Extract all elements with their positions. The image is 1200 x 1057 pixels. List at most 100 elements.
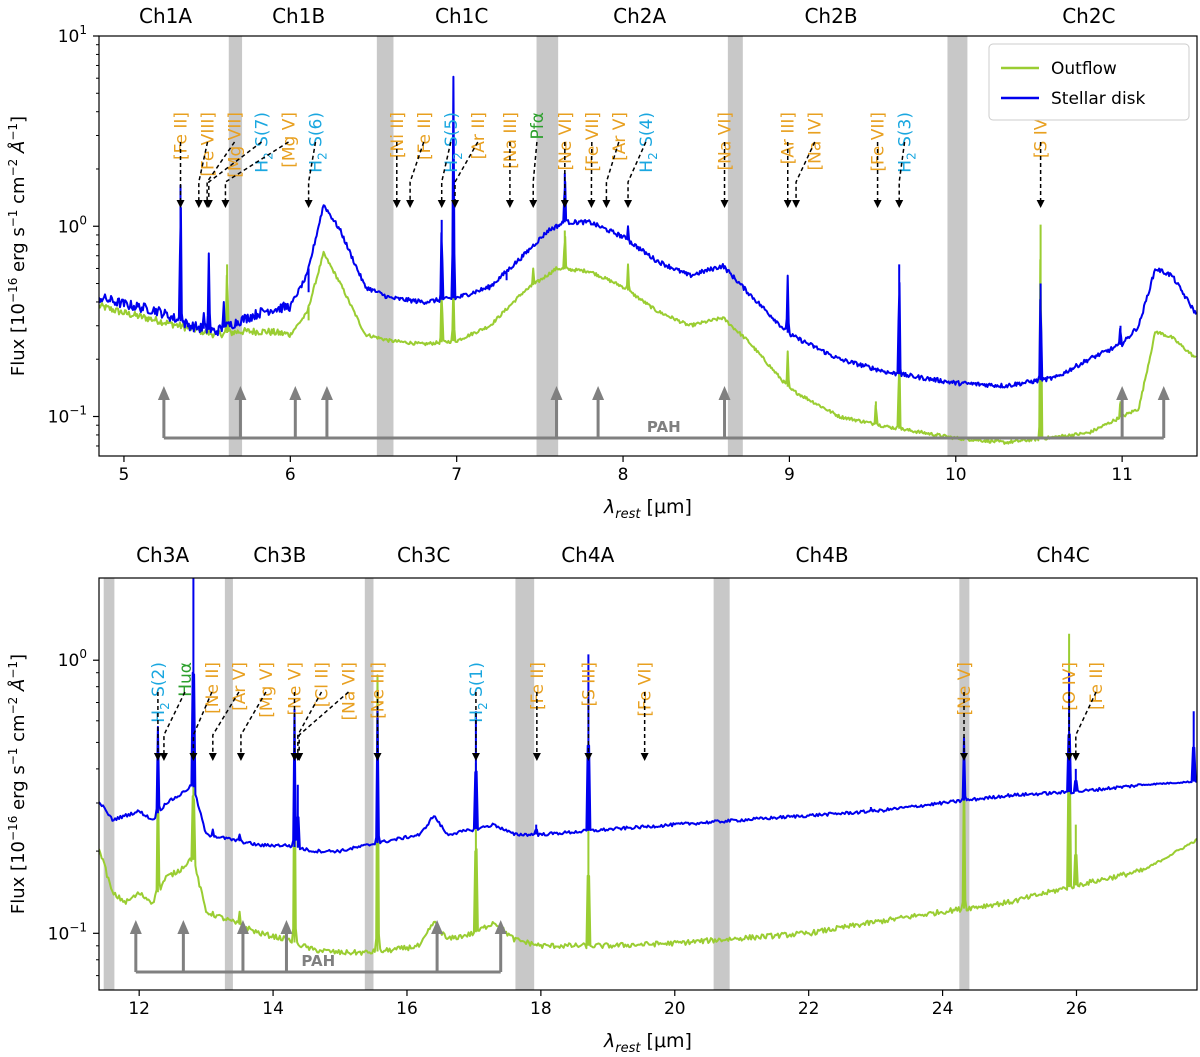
y-tick-label: 100 <box>58 647 87 671</box>
channel-gap-band <box>536 36 559 456</box>
line-label-text: [Ar V] <box>230 662 250 711</box>
line-label-text: [Ar III] <box>779 112 799 164</box>
y-axis-label-group: Flux [10−16 erg s−1 cm−2 Å−1] <box>6 654 29 914</box>
line-marker-arrowhead <box>720 200 729 208</box>
channel-label: Ch2C <box>1062 4 1115 28</box>
plot-frame <box>98 577 1198 991</box>
line-label-text: [Cl II] <box>312 662 332 707</box>
line-label-text: H2 S(4) <box>637 112 660 173</box>
pah-arrowhead <box>718 386 731 400</box>
x-tick-label: 7 <box>451 465 462 485</box>
channel-label: Ch4C <box>1036 543 1089 567</box>
line-marker-arrowhead <box>529 200 538 208</box>
line-label: H2 S(2) <box>149 662 172 723</box>
line-label: [Mg V] <box>280 112 300 168</box>
y-tick-exponent: 0 <box>79 213 87 227</box>
line-label: [Fe II] <box>172 112 192 160</box>
line-label: [Ne VI] <box>556 112 576 171</box>
line-marker-arrow <box>297 691 323 757</box>
pah-arrowhead <box>494 920 507 934</box>
pah-arrowhead <box>280 920 293 934</box>
line-marker-arrowhead <box>204 200 213 208</box>
line-marker-arrow <box>627 141 647 204</box>
pah-arrowhead <box>431 920 444 934</box>
line-label: [Fe II] <box>1087 662 1107 710</box>
pah-arrowhead <box>234 386 247 400</box>
y-tick-label: 10−1 <box>48 920 87 944</box>
line-marker-arrowhead <box>437 200 446 208</box>
line-label: [Na IV] <box>806 112 826 170</box>
line-marker-arrowhead <box>792 200 801 208</box>
line-label-text: [Fe VII] <box>869 112 889 172</box>
line-label: H2 S(1) <box>467 662 490 723</box>
line-label: [O IV] <box>1060 662 1080 711</box>
line-label-text: [Na IV] <box>806 112 826 170</box>
x-tick-label: 26 <box>1066 999 1088 1019</box>
line-marker-arrowhead <box>1036 200 1045 208</box>
series-line-outflow <box>99 224 1197 445</box>
line-marker-arrowhead <box>471 753 480 761</box>
channel-gap-band <box>947 36 968 456</box>
line-marker-arrowhead <box>1071 753 1080 761</box>
line-label-text: [S IV] <box>1032 112 1052 158</box>
top-panel: [Fe II] [Fe VIII] [Mg VII] H2 S(7) [Mg V] H2 … <box>6 4 1198 522</box>
line-label: [Fe VII] <box>869 112 889 172</box>
line-label-text: [O IV] <box>1060 662 1080 711</box>
x-tick-label: 24 <box>932 999 954 1019</box>
pah-arrowhead <box>1157 386 1170 400</box>
line-label-text: [Fe VI] <box>636 662 656 717</box>
line-marker-arrowhead <box>406 200 415 208</box>
series-line-stellar-disk <box>99 75 1197 389</box>
channel-label: Ch3B <box>253 543 306 567</box>
line-marker-arrowhead <box>159 753 168 761</box>
line-label: [Fe VI] <box>636 662 656 717</box>
line-marker-arrowhead <box>153 753 162 761</box>
line-label: [Fe II] <box>415 112 435 160</box>
channel-label: Ch1B <box>272 4 325 28</box>
line-label: [Cl II] <box>312 662 332 707</box>
channel-label: Ch3A <box>136 543 189 567</box>
line-label: H2 S(6) <box>307 112 330 173</box>
line-label: [Ar V] <box>230 662 250 711</box>
line-marker-arrow <box>224 141 289 204</box>
line-label-text: Pfα <box>528 112 548 139</box>
line-marker-arrowhead <box>783 200 792 208</box>
channel-gap-band <box>224 578 233 990</box>
line-label-text: [S III] <box>579 662 599 707</box>
line-marker-arrowhead <box>960 753 969 761</box>
line-label: H2 S(4) <box>637 112 660 173</box>
line-label-text: [Ar II] <box>469 112 489 159</box>
y-tick-label: 100 <box>58 213 87 237</box>
line-label: [Ne V] <box>955 662 975 715</box>
x-tick-label: 10 <box>945 465 967 485</box>
pah-label: PAH <box>301 952 335 970</box>
channel-label: Ch2B <box>804 4 857 28</box>
line-marker-arrow <box>163 691 186 757</box>
line-marker-arrowhead <box>189 753 198 761</box>
y-axis-label: Flux [10−16 erg s−1 cm−2 Å−1] <box>6 654 29 914</box>
line-marker-arrowhead <box>221 200 230 208</box>
line-label: [Fe II] <box>528 662 548 710</box>
line-label-text: [Mg V] <box>257 662 277 718</box>
x-tick-label: 12 <box>128 999 150 1019</box>
legend <box>988 43 1190 121</box>
pah-arrowhead <box>236 920 249 934</box>
pah-arrowhead <box>550 386 563 400</box>
channel-label: Ch1A <box>139 4 192 28</box>
line-label: [Na VI] <box>339 662 359 720</box>
x-tick-label: 18 <box>530 999 552 1019</box>
line-label: H2 S(3) <box>896 112 919 173</box>
line-marker-arrow <box>208 141 262 204</box>
legend-label: Stellar disk <box>1051 89 1146 109</box>
channel-gap-band <box>515 578 535 990</box>
channel-gap-band <box>228 36 243 456</box>
line-label-text: H2 S(7) <box>253 112 276 173</box>
x-axis-label: λrest [μm] <box>603 1030 692 1056</box>
y-axis-label-group: Flux [10−16 erg s−1 cm−2 Å−1] <box>6 116 29 376</box>
line-label: [Fe VIII] <box>199 112 219 177</box>
pah-arrowhead <box>129 920 142 934</box>
x-tick-label: 22 <box>798 999 820 1019</box>
line-marker-arrowhead <box>373 753 382 761</box>
channel-gap-band <box>103 578 115 990</box>
line-marker-arrow <box>795 141 816 204</box>
